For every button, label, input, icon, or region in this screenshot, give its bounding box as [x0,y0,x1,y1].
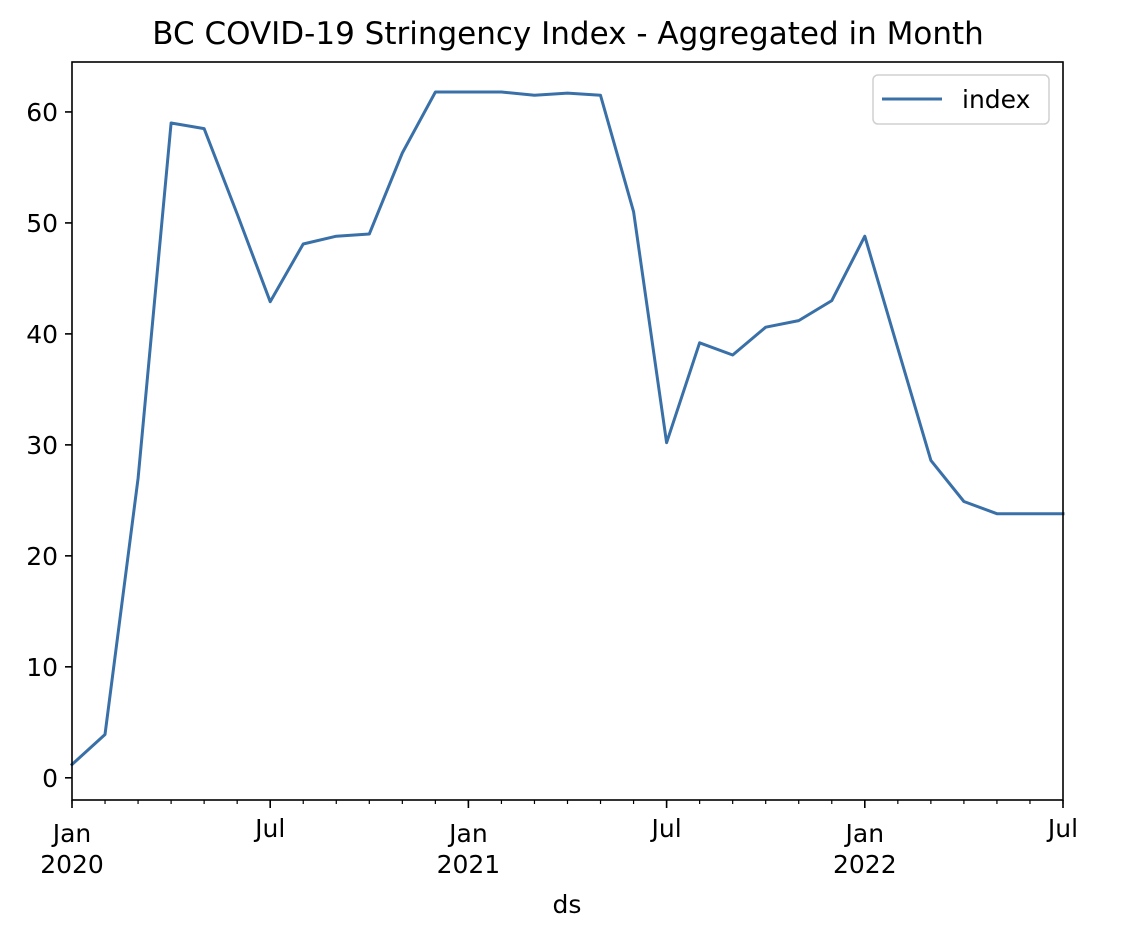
legend: index [872,74,1050,125]
x-tick-label-year: 2022 [833,850,897,879]
series-line-index [69,90,1065,767]
x-tick-label-year: 2020 [40,850,104,879]
x-tick-label-month: Jan [844,819,885,848]
chart-title: BC COVID-19 Stringency Index - Aggregate… [152,16,984,52]
y-tick-label: 30 [26,431,58,460]
y-tick-label: 0 [42,764,58,793]
y-axis: 0 10 20 30 40 50 60 [26,98,72,793]
y-tick-label: 40 [26,320,58,349]
x-tick-label-month: Jul [650,814,682,843]
x-tick-label-month: Jan [51,819,92,848]
x-tick-label-year: 2021 [437,850,501,879]
y-tick-label: 60 [26,98,58,127]
y-tick-label: 50 [26,209,58,238]
plot-frame [71,61,1064,801]
x-tick-label-month: Jul [1046,814,1078,843]
legend-box [872,74,1050,125]
x-tick-label-month: Jul [253,814,285,843]
legend-label: index [962,85,1030,114]
x-tick-label-month: Jan [447,819,488,848]
x-axis-label: ds [553,890,582,919]
series-layer [69,90,1065,767]
y-tick-label: 20 [26,542,58,571]
y-tick-label: 10 [26,653,58,682]
